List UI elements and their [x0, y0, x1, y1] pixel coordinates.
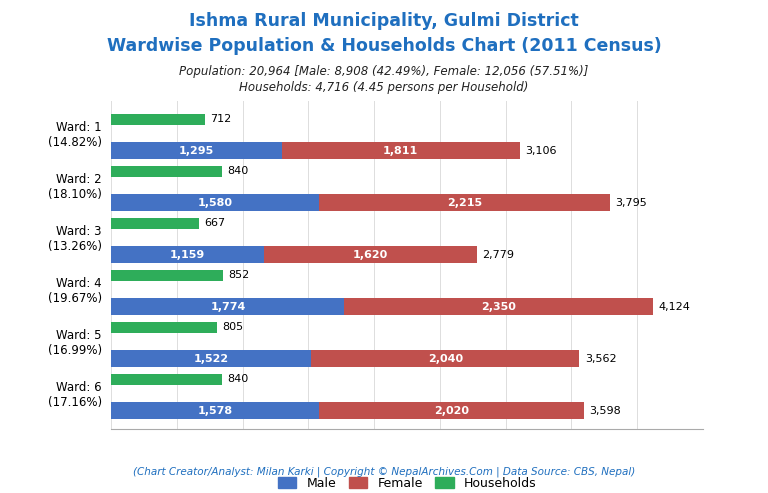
Text: Wardwise Population & Households Chart (2011 Census): Wardwise Population & Households Chart (…	[107, 37, 661, 55]
Bar	[263, 246, 477, 263]
Bar	[111, 246, 263, 263]
Bar	[319, 194, 610, 211]
Bar	[111, 113, 205, 125]
Bar	[111, 374, 222, 385]
Text: 840: 840	[227, 166, 248, 176]
Bar	[345, 298, 654, 315]
Text: 4,124: 4,124	[659, 302, 690, 312]
Text: 712: 712	[210, 114, 231, 124]
Bar	[111, 142, 282, 159]
Text: (Chart Creator/Analyst: Milan Karki | Copyright © NepalArchives.Com | Data Sourc: (Chart Creator/Analyst: Milan Karki | Co…	[133, 467, 635, 477]
Bar	[311, 351, 579, 367]
Text: 1,811: 1,811	[383, 145, 418, 155]
Text: 840: 840	[227, 375, 248, 385]
Bar	[111, 217, 199, 229]
Legend: Male, Female, Households: Male, Female, Households	[273, 472, 541, 493]
Text: 3,598: 3,598	[590, 406, 621, 416]
Text: Households: 4,716 (4.45 persons per Household): Households: 4,716 (4.45 persons per Hous…	[240, 81, 528, 94]
Text: 1,774: 1,774	[210, 302, 246, 312]
Text: 3,795: 3,795	[615, 198, 647, 208]
Bar	[111, 322, 217, 333]
Bar	[282, 142, 519, 159]
Bar	[111, 351, 311, 367]
Text: 2,779: 2,779	[482, 249, 514, 260]
Text: 2,020: 2,020	[434, 406, 469, 416]
Bar	[111, 166, 222, 177]
Text: 1,620: 1,620	[353, 249, 388, 260]
Text: 2,350: 2,350	[482, 302, 516, 312]
Text: 805: 805	[223, 322, 243, 332]
Bar	[111, 270, 223, 281]
Bar	[111, 298, 345, 315]
Text: 1,159: 1,159	[170, 249, 205, 260]
Text: 2,040: 2,040	[428, 353, 463, 364]
Text: 1,580: 1,580	[197, 198, 233, 208]
Text: 1,295: 1,295	[179, 145, 214, 155]
Bar	[111, 402, 319, 419]
Text: 3,562: 3,562	[584, 353, 617, 364]
Text: 852: 852	[229, 270, 250, 281]
Text: 667: 667	[204, 218, 225, 228]
Text: 2,215: 2,215	[447, 198, 482, 208]
Bar	[319, 402, 584, 419]
Bar	[111, 194, 319, 211]
Text: Population: 20,964 [Male: 8,908 (42.49%), Female: 12,056 (57.51%)]: Population: 20,964 [Male: 8,908 (42.49%)…	[179, 65, 589, 78]
Text: 3,106: 3,106	[525, 145, 556, 155]
Text: Ishma Rural Municipality, Gulmi District: Ishma Rural Municipality, Gulmi District	[189, 12, 579, 31]
Text: 1,522: 1,522	[194, 353, 229, 364]
Text: 1,578: 1,578	[197, 406, 233, 416]
